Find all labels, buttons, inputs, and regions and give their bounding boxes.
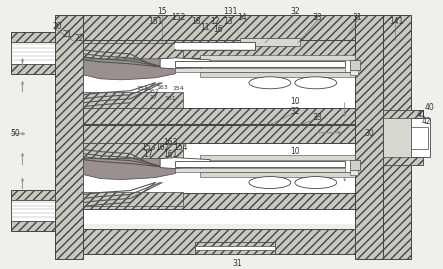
Text: 162: 162 — [147, 89, 159, 94]
Bar — [83, 143, 183, 159]
Text: 31: 31 — [232, 259, 242, 268]
Text: 10: 10 — [290, 147, 299, 156]
Text: 31: 31 — [353, 13, 362, 22]
Bar — [383, 110, 423, 118]
Bar — [200, 158, 355, 172]
Bar — [11, 190, 60, 231]
Bar — [200, 72, 355, 77]
Text: 161: 161 — [164, 96, 176, 101]
Bar — [175, 68, 345, 72]
Text: 162: 162 — [155, 143, 169, 152]
Text: 22: 22 — [74, 34, 84, 43]
Text: 33: 33 — [313, 13, 323, 22]
Text: 131: 131 — [223, 8, 237, 16]
Text: 161: 161 — [163, 150, 177, 159]
Bar — [411, 118, 431, 157]
Bar — [200, 155, 355, 160]
Bar — [195, 242, 275, 246]
Text: 17: 17 — [149, 95, 157, 100]
Ellipse shape — [295, 176, 337, 189]
Text: 153: 153 — [141, 143, 155, 152]
Bar — [411, 127, 428, 149]
Text: 13: 13 — [223, 17, 233, 26]
Bar — [83, 125, 355, 143]
Bar — [55, 229, 385, 254]
Bar — [350, 169, 358, 175]
Text: 41: 41 — [417, 110, 426, 119]
Bar — [350, 160, 360, 169]
Polygon shape — [83, 59, 178, 80]
Ellipse shape — [249, 77, 291, 89]
Bar — [200, 58, 355, 72]
Text: 10: 10 — [290, 97, 299, 106]
Bar — [195, 242, 275, 254]
Text: 151: 151 — [148, 17, 162, 26]
Bar — [11, 200, 58, 221]
Text: 50: 50 — [11, 129, 20, 138]
Bar — [83, 143, 355, 193]
Text: 15: 15 — [157, 8, 167, 16]
Bar — [175, 168, 345, 172]
Bar — [83, 92, 183, 108]
Bar — [175, 42, 255, 50]
Text: 153: 153 — [136, 86, 148, 91]
Text: 12: 12 — [210, 17, 220, 26]
Bar — [200, 172, 355, 176]
Text: 21: 21 — [62, 30, 72, 40]
Bar — [11, 32, 60, 74]
Polygon shape — [160, 58, 210, 69]
Text: 154: 154 — [172, 86, 184, 91]
Text: 16: 16 — [213, 26, 223, 34]
Bar — [175, 61, 345, 67]
Bar — [83, 40, 355, 224]
Ellipse shape — [249, 176, 291, 189]
Bar — [200, 55, 355, 60]
Text: 163: 163 — [156, 85, 168, 90]
Text: 20: 20 — [53, 22, 62, 31]
Text: 141: 141 — [389, 17, 404, 26]
Bar — [83, 40, 355, 58]
Text: 40: 40 — [425, 103, 435, 112]
Text: 154: 154 — [173, 143, 187, 152]
Bar — [83, 108, 355, 124]
Bar — [11, 42, 58, 64]
Text: 30: 30 — [365, 129, 374, 138]
Bar — [383, 110, 423, 165]
Bar — [383, 157, 423, 165]
Bar — [83, 43, 183, 59]
Bar — [355, 15, 383, 259]
Bar — [350, 70, 358, 75]
Bar — [383, 15, 411, 259]
Text: 33: 33 — [313, 113, 323, 122]
Text: 17: 17 — [144, 150, 153, 159]
Text: 42: 42 — [422, 117, 431, 126]
Text: 14: 14 — [237, 13, 247, 22]
Text: 152: 152 — [171, 13, 185, 22]
Polygon shape — [160, 158, 210, 169]
Bar — [175, 43, 255, 49]
Text: 11: 11 — [200, 23, 210, 33]
Bar — [55, 15, 83, 259]
Ellipse shape — [295, 77, 337, 89]
Bar — [83, 58, 355, 108]
Bar — [175, 161, 345, 167]
Text: 163: 163 — [163, 138, 177, 147]
Text: 32: 32 — [290, 107, 299, 116]
Bar — [83, 192, 183, 206]
Bar — [240, 38, 300, 46]
Bar — [55, 15, 385, 40]
Text: 18: 18 — [191, 17, 201, 26]
Bar — [350, 60, 360, 70]
Text: 32: 32 — [290, 8, 299, 16]
Bar — [83, 193, 355, 210]
Polygon shape — [83, 159, 178, 180]
Bar — [195, 250, 275, 254]
